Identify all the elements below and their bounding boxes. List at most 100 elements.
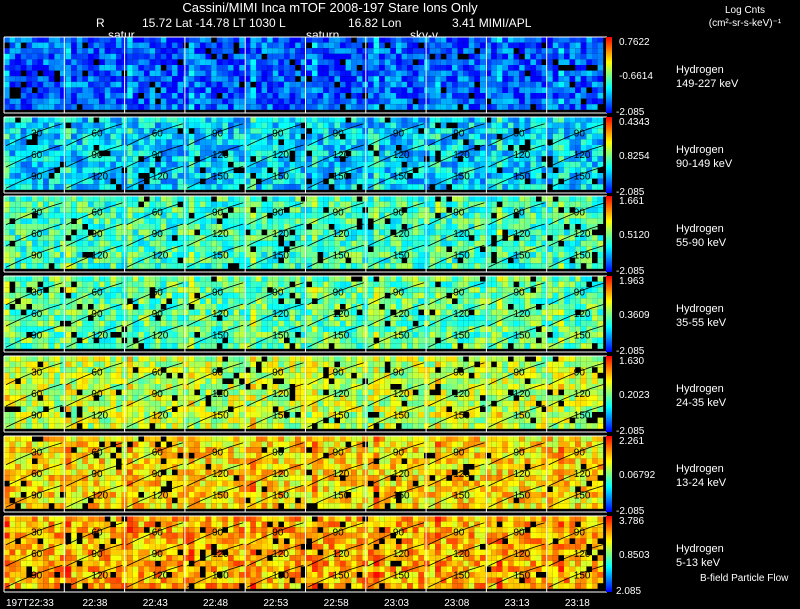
contour-label: 150	[574, 250, 591, 261]
contour-label: 60	[91, 448, 103, 459]
contour-label: 150	[453, 490, 470, 501]
contour-label: 120	[212, 229, 229, 240]
contour-label: 150	[514, 410, 531, 421]
time-tick-label: 23:13	[504, 598, 530, 609]
contour-label: 150	[453, 410, 470, 421]
energy-label: 24-35 keV	[676, 397, 727, 409]
heatmap-row-5: 30 60 90 60 90 120 60 90 120 90 120 150 90 120 150 90 12…	[3, 355, 608, 433]
time-tick-label: 23:18	[564, 598, 590, 609]
contour-label: 90	[272, 208, 284, 219]
contour-label: 60	[91, 528, 103, 539]
contour-label: 90	[514, 368, 526, 379]
contour-label: 120	[574, 469, 591, 480]
contour-label: 120	[152, 171, 169, 182]
contour-label: 120	[152, 250, 169, 261]
colorbar-5	[606, 356, 612, 432]
heatmap-row-7: 30 60 90 60 90 120 60 90 120 90 120 150 90 120 150 90 12…	[3, 515, 608, 593]
colorbar-mid: 0.8254	[619, 151, 650, 162]
contour-label: 150	[333, 171, 350, 182]
header-lon: 16.82 Lon	[348, 16, 402, 30]
contour-label: 90	[91, 150, 103, 161]
colorbar-2	[606, 117, 612, 193]
time-tick-label: 197T22:33	[6, 598, 54, 609]
contour-label: 30	[31, 208, 43, 219]
contour-label: 150	[453, 171, 470, 182]
contour-label: 120	[453, 549, 470, 560]
contour-label: 120	[152, 490, 169, 501]
species-label: Hydrogen	[676, 383, 724, 395]
contour-label: 150	[212, 490, 229, 501]
contour-label: 150	[574, 410, 591, 421]
contour-label: 120	[393, 469, 410, 480]
contour-label: 150	[333, 330, 350, 341]
energy-label: 5-13 keV	[676, 557, 721, 569]
colorbar-3	[606, 196, 612, 272]
contour-label: 120	[453, 150, 470, 161]
species-label: Hydrogen	[676, 223, 724, 235]
contour-label: 150	[212, 410, 229, 421]
header-mimi: 3.41 MIMI/APL	[452, 16, 532, 30]
contour-label: 120	[574, 389, 591, 400]
contour-label: 60	[31, 549, 43, 560]
contour-label: 60	[152, 129, 164, 140]
header-r-label: R	[96, 16, 105, 30]
contour-label: 60	[152, 368, 164, 379]
energy-label: 149-227 keV	[676, 78, 739, 90]
contour-label: 120	[152, 570, 169, 581]
contour-label: 150	[453, 250, 470, 261]
contour-label: 150	[453, 330, 470, 341]
time-tick-label: 22:53	[263, 598, 289, 609]
contour-label: 90	[272, 448, 284, 459]
contour-label: 120	[91, 250, 108, 261]
contour-label: 120	[152, 410, 169, 421]
colorbar-6	[606, 436, 612, 512]
contour-label: 120	[91, 570, 108, 581]
contour-label: 150	[514, 330, 531, 341]
contour-label: 120	[333, 229, 350, 240]
contour-label: 120	[272, 229, 289, 240]
contour-label: 150	[333, 410, 350, 421]
contour-label: 120	[514, 389, 531, 400]
contour-label: 120	[333, 309, 350, 320]
heatmap-row-4: 30 60 90 60 90 120 60 90 120 90 120 150 90 120 150 90 12…	[3, 275, 608, 353]
bfield-particle-flow-note: B-field Particle Flow	[700, 573, 789, 584]
contour-label: 90	[574, 208, 586, 219]
contour-label: 90	[453, 288, 465, 299]
colorbar-mid: 0.8503	[619, 550, 650, 561]
contour-label: 90	[152, 549, 164, 560]
colorbar-4	[606, 276, 612, 352]
contour-label: 90	[91, 389, 103, 400]
contour-label: 120	[453, 389, 470, 400]
contour-label: 90	[31, 171, 43, 182]
contour-label: 150	[212, 250, 229, 261]
contour-label: 90	[333, 129, 345, 140]
contour-label: 90	[514, 208, 526, 219]
plot-title: Cassini/MIMI Inca mTOF 2008-197 Stare Io…	[182, 0, 478, 15]
contour-label: 120	[152, 330, 169, 341]
contour-label: 150	[574, 330, 591, 341]
contour-label: 120	[453, 469, 470, 480]
contour-label: 120	[574, 150, 591, 161]
colorbar-mid: 0.2023	[619, 390, 650, 401]
header-lat-lt: 15.72 Lat -14.78 LT 1030 L	[142, 16, 286, 30]
contour-label: 90	[453, 448, 465, 459]
contour-label: 90	[393, 528, 405, 539]
contour-label: 30	[31, 129, 43, 140]
contour-label: 150	[333, 570, 350, 581]
colorbar-min: 2.085	[616, 586, 641, 597]
contour-label: 150	[212, 171, 229, 182]
contour-label: 150	[393, 171, 410, 182]
contour-label: 120	[333, 389, 350, 400]
energy-label: 35-55 keV	[676, 317, 727, 329]
contour-label: 120	[212, 549, 229, 560]
contour-label: 90	[333, 448, 345, 459]
contour-label: 120	[333, 549, 350, 560]
contour-label: 90	[91, 309, 103, 320]
contour-label: 150	[272, 250, 289, 261]
contour-label: 150	[272, 570, 289, 581]
contour-label: 150	[272, 171, 289, 182]
contour-label: 150	[514, 250, 531, 261]
contour-label: 90	[31, 570, 43, 581]
contour-label: 90	[91, 229, 103, 240]
contour-label: 90	[453, 528, 465, 539]
